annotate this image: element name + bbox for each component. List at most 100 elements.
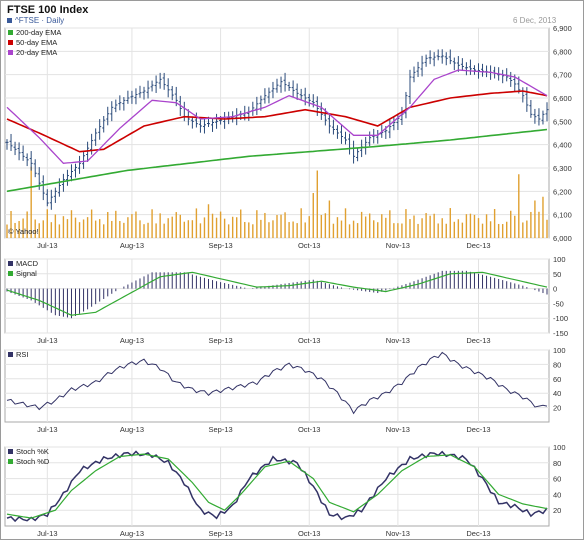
x-tick-label: Sep-13 bbox=[208, 336, 232, 345]
volume-bar bbox=[449, 208, 451, 238]
volume-bar bbox=[530, 211, 532, 238]
ema-50-line bbox=[6, 90, 548, 153]
volume-bar bbox=[10, 210, 12, 238]
ohlc-bar bbox=[106, 106, 110, 126]
ohlc-bar bbox=[69, 164, 73, 182]
volume-bar bbox=[514, 215, 516, 238]
volume-bar bbox=[453, 221, 456, 238]
legend-entry: 200-day EMA bbox=[16, 28, 61, 37]
ohlc-bar bbox=[372, 128, 376, 144]
volume-bar bbox=[489, 221, 492, 238]
ohlc-bar bbox=[537, 108, 541, 126]
volume-bar bbox=[163, 223, 165, 238]
panel-border bbox=[4, 446, 550, 527]
ohlc-bar bbox=[211, 117, 215, 132]
volume-bar bbox=[207, 204, 210, 238]
volume-bar bbox=[183, 221, 186, 238]
stoch-d-line bbox=[6, 453, 548, 519]
volume-bar bbox=[308, 216, 310, 238]
ohlc-bar bbox=[21, 145, 25, 161]
ohlc-bar bbox=[65, 169, 69, 186]
volume-bar bbox=[159, 213, 161, 238]
ohlc-bar bbox=[468, 59, 472, 75]
volume-bar bbox=[187, 220, 190, 238]
volume-bar bbox=[328, 200, 331, 238]
x-tick-label: Oct-13 bbox=[298, 425, 321, 434]
x-tick-label: Aug-13 bbox=[120, 336, 144, 345]
volume-bar bbox=[86, 217, 89, 238]
ohlc-bar bbox=[295, 83, 299, 100]
x-tick-label: Nov-13 bbox=[386, 241, 410, 250]
volume-bar bbox=[292, 221, 294, 238]
volume-bar bbox=[74, 217, 77, 238]
volume-bar bbox=[280, 214, 282, 238]
ohlc-bar bbox=[114, 99, 118, 113]
volume-bar bbox=[409, 219, 411, 238]
ohlc-bar bbox=[529, 99, 533, 118]
y-tick-label: 6,300 bbox=[553, 164, 572, 173]
chart-title: FTSE 100 Index bbox=[7, 4, 89, 16]
ohlc-bar bbox=[134, 88, 138, 105]
ohlc-bar bbox=[303, 87, 307, 106]
volume-bar bbox=[457, 219, 460, 238]
volume-bar bbox=[368, 213, 371, 238]
ohlc-bar bbox=[352, 140, 356, 164]
ohlc-bar bbox=[416, 61, 420, 78]
legend-entry: MACD bbox=[16, 259, 39, 268]
y-tick-label: 20 bbox=[553, 506, 561, 515]
volume-bar bbox=[268, 222, 270, 238]
volume-bar bbox=[352, 220, 355, 238]
volume-bar bbox=[377, 222, 379, 238]
ohlc-bar bbox=[432, 52, 436, 67]
volume-bar bbox=[518, 174, 520, 238]
ohlc-bar bbox=[388, 119, 392, 139]
ohlc-bar bbox=[45, 189, 49, 207]
volume-bar bbox=[300, 208, 302, 238]
volume-bar bbox=[179, 214, 181, 238]
y-tick-label: 6,400 bbox=[553, 141, 572, 150]
ohlc-bar bbox=[348, 133, 352, 155]
ohlc-bar bbox=[82, 150, 86, 169]
volume-bar bbox=[276, 214, 278, 238]
volume-bar bbox=[78, 222, 81, 238]
x-tick-label: Nov-13 bbox=[386, 425, 410, 434]
ohlc-bar bbox=[142, 86, 146, 100]
volume-bar bbox=[26, 211, 28, 238]
ohlc-bar bbox=[110, 101, 114, 122]
volume-bar bbox=[405, 209, 407, 238]
volume-bar bbox=[199, 223, 202, 238]
volume-bar bbox=[139, 220, 141, 238]
x-tick-label: Sep-13 bbox=[208, 241, 232, 250]
x-tick-label: Nov-13 bbox=[386, 336, 410, 345]
signal-line bbox=[6, 271, 548, 316]
volume-bar bbox=[534, 200, 536, 238]
ohlc-bar bbox=[235, 108, 239, 126]
ohlc-bar bbox=[344, 131, 348, 145]
rsi-panel: 100 80 60 40 20 Jul-13 Aug-13 Sep-13 Oct-13 Nov-1… bbox=[4, 346, 566, 434]
panel-border bbox=[4, 258, 550, 334]
volume-bar bbox=[135, 211, 137, 238]
legend-swatch bbox=[8, 40, 13, 45]
volume-bar bbox=[320, 214, 323, 238]
symbol-marker bbox=[7, 18, 12, 23]
ohlc-bar bbox=[424, 54, 428, 67]
volume-bar bbox=[397, 223, 399, 238]
date-label: 6 Dec, 2013 bbox=[513, 16, 557, 25]
x-tick-label: Oct-13 bbox=[298, 529, 321, 538]
ohlc-bar bbox=[541, 110, 545, 125]
rsi-line bbox=[6, 351, 548, 415]
ohlc-bar bbox=[247, 106, 251, 121]
legend-swatch bbox=[8, 261, 13, 266]
y-tick-label: 6,100 bbox=[553, 211, 572, 220]
volume-bar bbox=[465, 214, 468, 238]
ohlc-bar bbox=[130, 90, 134, 104]
volume-bar bbox=[272, 220, 274, 238]
stochastic-panel: 100 80 60 40 20 Jul-13 Aug-13 Sep-13 Oct-13 Nov-1… bbox=[4, 443, 566, 538]
volume-bar bbox=[215, 217, 218, 238]
y-tick-label: 60 bbox=[553, 475, 561, 484]
volume-bar bbox=[223, 218, 226, 238]
ohlc-bar bbox=[29, 151, 33, 171]
volume-bar bbox=[542, 196, 544, 238]
ohlc-bar bbox=[299, 88, 303, 100]
volume-bar bbox=[50, 222, 53, 238]
